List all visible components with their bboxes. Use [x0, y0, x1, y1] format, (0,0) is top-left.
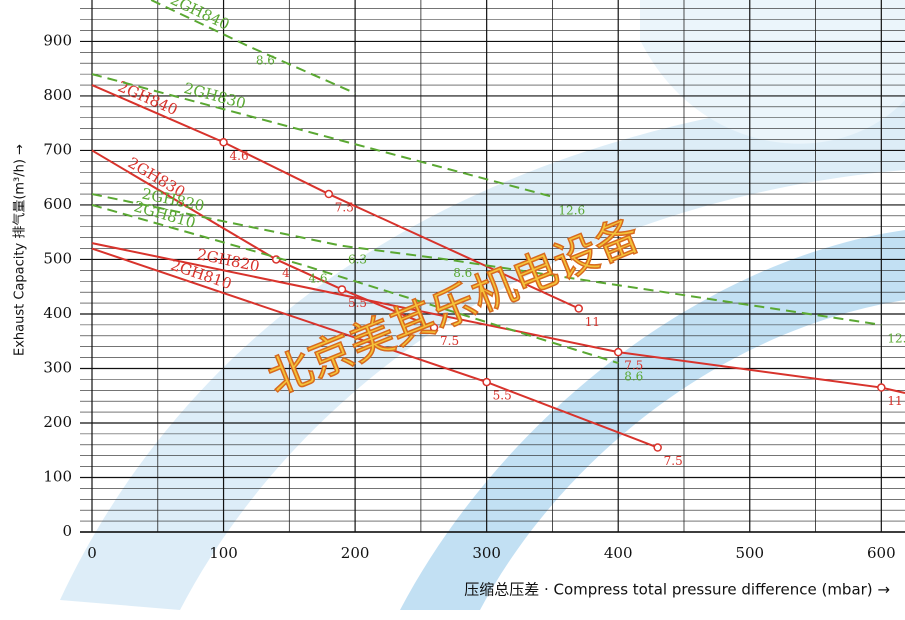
x-tick-label: 400 — [604, 544, 633, 562]
x-tick-label: 0 — [87, 544, 97, 562]
point-marker — [877, 383, 886, 392]
point-marker — [613, 347, 623, 357]
series-line — [150, 0, 356, 95]
x-tick-label: 200 — [341, 544, 370, 562]
point-label: 7.5 — [335, 201, 354, 215]
series-line — [91, 242, 905, 394]
y-tick-label: 400 — [43, 304, 72, 322]
point-label: 5.5 — [493, 389, 512, 403]
x-tick-label: 300 — [472, 544, 501, 562]
point-label: 7.5 — [664, 454, 683, 468]
y-tick-label: 900 — [43, 31, 72, 49]
point-label: 7.5 — [440, 334, 459, 348]
point-label: 8.6 — [256, 53, 275, 67]
point-marker — [271, 255, 281, 264]
point-label: 12.6 — [887, 331, 905, 345]
point-marker — [219, 138, 228, 147]
point-label: 8.6 — [624, 370, 643, 384]
series-line — [91, 203, 619, 364]
point-marker — [574, 304, 583, 313]
y-tick-label: 100 — [43, 467, 72, 485]
x-tick-label: 500 — [735, 544, 764, 562]
series-line — [91, 193, 882, 326]
point-marker — [429, 323, 439, 332]
point-marker — [324, 189, 334, 199]
point-label: 4.6 — [230, 149, 249, 163]
x-tick-label: 600 — [867, 544, 896, 562]
point-label: 12.6 — [558, 203, 585, 217]
x-axis-label: 压缩总压差 · Compress total pressure differen… — [464, 581, 890, 599]
series-line — [91, 149, 435, 329]
y-tick-label: 800 — [43, 86, 72, 104]
series-name: 2GH830 — [182, 79, 248, 113]
y-axis-label: Exhaust Capacity 排气量(m³/h) → — [12, 144, 28, 356]
point-label: 4 — [282, 266, 290, 280]
x-tick-label: 100 — [209, 544, 238, 562]
point-marker — [337, 285, 347, 294]
point-label: 6.3 — [348, 252, 367, 266]
point-label: 4.6 — [308, 271, 327, 285]
series-line — [91, 84, 580, 310]
point-marker — [482, 377, 491, 387]
y-tick-label: 500 — [43, 249, 72, 267]
y-tick-label: 0 — [62, 522, 72, 540]
y-tick-label: 600 — [43, 195, 72, 213]
point-label: 11 — [585, 315, 600, 329]
y-tick-label: 700 — [43, 140, 72, 158]
point-label: 7.5 — [624, 359, 643, 373]
point-label: 8.6 — [453, 266, 472, 280]
y-tick-label: 300 — [43, 358, 72, 376]
series-name: 2GH840 — [167, 0, 232, 34]
point-marker — [653, 443, 662, 452]
y-tick-label: 200 — [43, 413, 72, 431]
point-label: 11 — [887, 394, 902, 408]
